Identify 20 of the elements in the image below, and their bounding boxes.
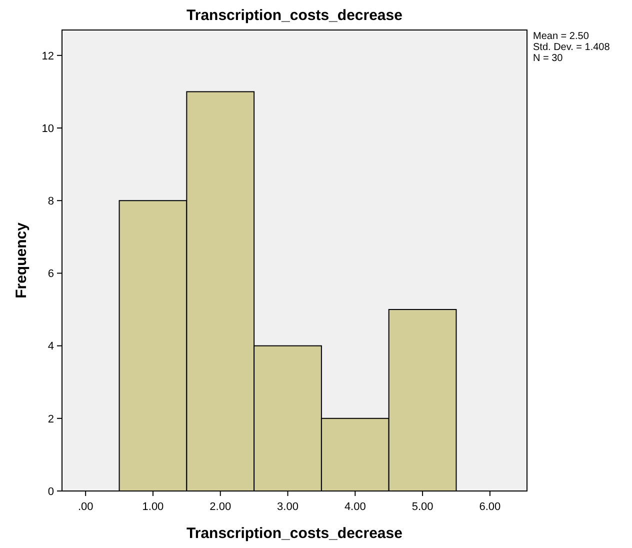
- x-tick-label: 3.00: [277, 501, 298, 513]
- y-tick-label: 0: [48, 486, 54, 498]
- y-tick-label: 8: [48, 195, 54, 208]
- y-axis-title: Frequency: [13, 222, 30, 298]
- text: Mean = 2.50: [533, 31, 590, 42]
- x-axis-title: Transcription_costs_decrease: [186, 525, 402, 542]
- x-tick-label: 5.00: [412, 501, 434, 513]
- x-tick-label: 1.00: [142, 501, 164, 513]
- y-tick-label: 6: [48, 268, 54, 280]
- y-tick-label: 2: [48, 413, 54, 426]
- x-tick-label: 6.00: [479, 501, 501, 513]
- y-tick-label: 12: [42, 50, 54, 62]
- text: Std. Dev. = 1.408: [533, 42, 610, 53]
- x-tick-label: 4.00: [344, 501, 366, 513]
- x-tick-label: .00: [78, 501, 94, 513]
- x-tick-label: 2.00: [210, 501, 232, 513]
- chart-title: Transcription_costs_decrease: [186, 7, 402, 24]
- text: N = 30: [533, 53, 564, 64]
- y-tick-label: 4: [48, 340, 54, 353]
- y-tick-label: 10: [42, 122, 54, 135]
